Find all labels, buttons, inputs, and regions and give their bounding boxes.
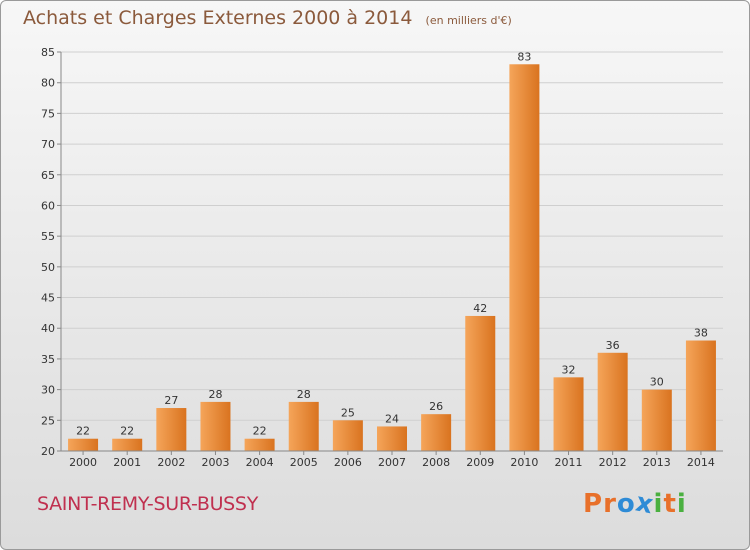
bar-2014 [685, 340, 716, 451]
y-tick-label: 85 [41, 46, 55, 59]
data-label-2006: 25 [341, 406, 355, 419]
data-label-2011: 32 [562, 363, 576, 376]
brand-letter: i [676, 489, 687, 519]
bar-2003 [200, 401, 231, 451]
bar-2007 [377, 426, 407, 451]
data-label-2005: 28 [297, 388, 311, 401]
bar-2002 [156, 408, 187, 451]
data-label-2008: 26 [429, 400, 443, 413]
commune-name: SAINT-REMY-SUR-BUSSY [37, 493, 258, 515]
bar-2012 [597, 352, 628, 451]
x-tick-label-2002: 2002 [157, 456, 185, 469]
y-tick-label: 30 [41, 384, 55, 397]
x-tick-label-2006: 2006 [334, 456, 362, 469]
y-tick-label: 35 [41, 353, 55, 366]
x-tick-label-2003: 2003 [201, 456, 229, 469]
chart-title: Achats et Charges Externes 2000 à 2014 [23, 7, 413, 29]
y-tick-label: 70 [41, 138, 55, 151]
labels-layer: 22 22 27 28 22 28 25 24 26 42 83 32 36 30 38 [76, 50, 708, 437]
brand-letter: t [663, 489, 677, 519]
bar-2000 [68, 438, 99, 451]
bar-2005 [288, 401, 319, 451]
bar-2013 [641, 389, 672, 451]
data-label-2012: 36 [606, 339, 620, 352]
y-tick-label: 40 [41, 322, 55, 335]
data-label-2004: 22 [253, 425, 267, 438]
data-label-2002: 27 [164, 394, 178, 407]
bars-layer [68, 64, 716, 452]
x-tick-label-2012: 2012 [599, 456, 627, 469]
data-label-2009: 42 [473, 302, 487, 315]
x-tick-label-2005: 2005 [290, 456, 318, 469]
bar-2009 [465, 315, 496, 451]
data-label-2000: 22 [76, 425, 90, 438]
bar-2004 [244, 438, 275, 451]
y-tick-label: 65 [41, 169, 55, 182]
bar-2011 [553, 377, 584, 451]
data-label-2003: 28 [208, 388, 222, 401]
x-tick-label-2009: 2009 [466, 456, 494, 469]
bar-2010 [509, 64, 540, 452]
y-tick-label: 45 [41, 292, 55, 305]
x-tick-label-2010: 2010 [510, 456, 538, 469]
data-label-2013: 30 [650, 376, 664, 389]
bar-2001 [112, 438, 143, 451]
data-label-2007: 24 [385, 412, 399, 425]
axis-layer: 20 25 30 35 40 45 50 55 60 65 70 75 80 85 2000 2001 2002… [41, 46, 723, 469]
title-row: Achats et Charges Externes 2000 à 2014 (… [23, 7, 512, 29]
x-tick-label-2004: 2004 [246, 456, 274, 469]
brand-letter: i [653, 489, 664, 519]
y-tick-label: 60 [41, 199, 55, 212]
y-tick-label: 20 [41, 445, 55, 458]
x-tick-label-2008: 2008 [422, 456, 450, 469]
x-tick-label-2000: 2000 [69, 456, 97, 469]
chart-subtitle: (en milliers d'€) [425, 14, 512, 27]
data-label-2010: 83 [517, 50, 531, 63]
y-tick-label: 55 [41, 230, 55, 243]
y-tick-label: 25 [41, 414, 55, 427]
data-label-2001: 22 [120, 425, 134, 438]
bar-2006 [332, 420, 363, 451]
x-tick-label-2011: 2011 [555, 456, 583, 469]
brand-letter: r [603, 489, 617, 519]
y-tick-label: 50 [41, 261, 55, 274]
x-tick-label-2001: 2001 [113, 456, 141, 469]
y-tick-label: 80 [41, 77, 55, 90]
x-tick-label-2014: 2014 [687, 456, 715, 469]
brand-letter: o [616, 489, 636, 519]
y-tick-label: 75 [41, 107, 55, 120]
brand-letter: P [583, 489, 604, 519]
bar-2008 [421, 414, 452, 451]
x-tick-label-2007: 2007 [378, 456, 406, 469]
data-label-2014: 38 [694, 327, 708, 340]
brand-logo[interactable]: Proxiti [583, 487, 687, 520]
x-tick-label-2013: 2013 [643, 456, 671, 469]
